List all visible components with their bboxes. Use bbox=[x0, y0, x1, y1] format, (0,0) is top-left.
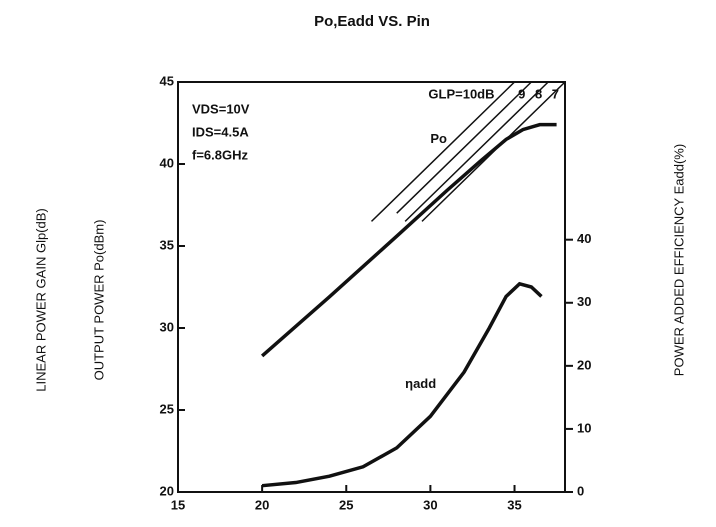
y-gain-label: LINEAR POWER GAIN Glp(dB) bbox=[33, 208, 48, 391]
y2-tick-label: 10 bbox=[577, 420, 591, 435]
y2-tick-label: 20 bbox=[577, 357, 591, 372]
series-line bbox=[396, 81, 532, 214]
y-tick-label: 20 bbox=[160, 483, 174, 498]
y-tick-label: 45 bbox=[160, 73, 174, 88]
series-line bbox=[404, 81, 549, 222]
y2-tick-label: 30 bbox=[577, 294, 591, 309]
chart-title: Po,Eadd VS. Pin bbox=[314, 13, 430, 30]
annotation: IDS=4.5A bbox=[192, 124, 249, 139]
series-label: 9 bbox=[518, 87, 525, 102]
y-tick-label: 35 bbox=[160, 237, 174, 252]
x-tick-label: 25 bbox=[339, 497, 353, 512]
series-label: 7 bbox=[552, 87, 559, 102]
series-label: ηadd bbox=[405, 376, 436, 391]
x-tick-label: 30 bbox=[423, 497, 437, 512]
y-tick-label: 25 bbox=[160, 401, 174, 416]
y-axis-label: OUTPUT POWER Po(dBm) bbox=[91, 220, 106, 381]
annotation: VDS=10V bbox=[192, 101, 250, 116]
series-line bbox=[260, 122, 557, 358]
series-label: 8 bbox=[535, 87, 542, 102]
series-line bbox=[370, 81, 516, 222]
series-line bbox=[421, 81, 566, 222]
x-tick-label: 15 bbox=[171, 497, 185, 512]
series-line bbox=[261, 281, 543, 488]
x-tick-label: 20 bbox=[255, 497, 269, 512]
y-tick-label: 40 bbox=[160, 155, 174, 170]
y2-tick-label: 40 bbox=[577, 231, 591, 246]
y2-tick-label: 0 bbox=[577, 483, 584, 498]
plot-frame bbox=[177, 81, 566, 493]
y2-axis-label: POWER ADDED EFFICIENCY Eadd(%) bbox=[671, 144, 686, 376]
x-tick-label: 35 bbox=[507, 497, 521, 512]
series-label: GLP=10dB bbox=[428, 87, 494, 102]
series-label: Po bbox=[430, 131, 447, 146]
y-tick-label: 30 bbox=[160, 319, 174, 334]
annotation: f=6.8GHz bbox=[192, 147, 248, 162]
